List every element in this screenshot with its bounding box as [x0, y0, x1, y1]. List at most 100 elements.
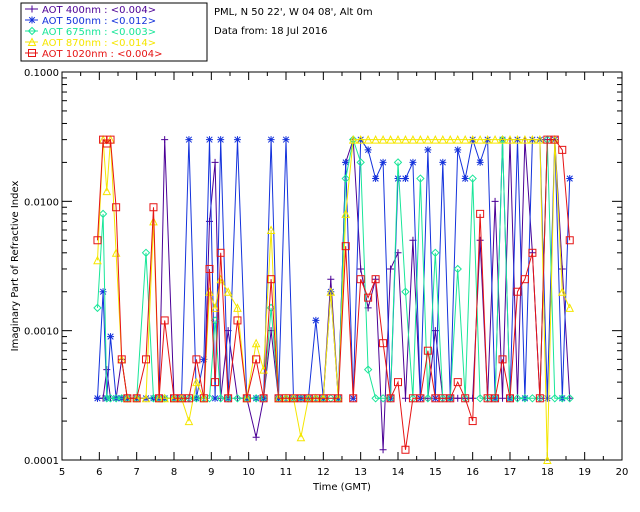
data-point: [111, 394, 121, 403]
data-point: [349, 394, 358, 403]
data-point: [356, 135, 365, 144]
data-point: [211, 158, 219, 166]
data-point: [506, 394, 514, 403]
data-point: [475, 135, 485, 144]
data-point: [160, 316, 169, 325]
data-point: [543, 455, 552, 464]
data-point: [266, 303, 276, 313]
data-point: [251, 394, 261, 403]
data-point: [251, 338, 261, 348]
data-point: [520, 394, 530, 403]
data-point: [103, 366, 111, 374]
data-point: [550, 394, 560, 403]
data-point: [205, 287, 214, 296]
x-tick-label: 20: [616, 467, 629, 478]
y-axis: 0.0001 0.0010 0.0100 0.1000: [24, 68, 622, 467]
data-point: [371, 135, 380, 144]
data-point: [267, 136, 275, 144]
data-point: [558, 145, 567, 154]
data-point: [379, 158, 387, 166]
data-point: [454, 146, 462, 154]
data-point: [341, 209, 351, 218]
data-point: [528, 394, 537, 403]
y-tick-label: 0.0010: [24, 327, 59, 338]
data-point: [535, 394, 544, 403]
data-point: [565, 303, 575, 312]
data-point: [233, 303, 242, 312]
date-label: Data from: 18 Jul 2016: [214, 26, 327, 37]
data-point: [184, 416, 194, 426]
data-point: [185, 136, 193, 144]
legend-marker: [27, 37, 37, 46]
x-axis: 5 6 7 8 9 10 11 12 13 14 15 16 17 18 19 20: [59, 72, 629, 478]
data-point: [161, 136, 169, 144]
data-point: [371, 394, 380, 403]
data-point: [393, 158, 403, 167]
location-label: PML, N 50 22', W 04 08', Alt 0m: [214, 7, 373, 18]
x-tick-label: 11: [280, 467, 293, 478]
data-point: [416, 135, 425, 144]
data-point: [453, 264, 462, 274]
data-point: [393, 135, 403, 144]
data-point: [520, 135, 530, 144]
legend-item: AOT 500nm : <0.012>: [42, 16, 156, 27]
data-point: [142, 355, 150, 364]
data-point: [155, 394, 164, 403]
data-point: [102, 394, 112, 403]
data-point: [224, 394, 233, 403]
data-point: [363, 365, 373, 374]
x-tick-label: 15: [429, 467, 442, 478]
data-point: [386, 394, 395, 403]
legend-item: AOT 400nm : <0.004>: [42, 5, 156, 16]
data-point: [149, 216, 158, 226]
data-point: [423, 394, 433, 403]
data-point: [513, 287, 522, 296]
y-tick-label: 0.0100: [24, 197, 59, 208]
data-point: [326, 287, 336, 296]
legend-item: AOT 675nm : <0.003>: [42, 27, 156, 38]
x-tick-label: 13: [354, 467, 367, 478]
data-point: [476, 209, 485, 218]
legend-marker: [28, 5, 36, 13]
x-tick-label: 17: [504, 467, 517, 478]
data-point: [93, 255, 102, 265]
data-point: [378, 135, 388, 144]
data-point: [216, 248, 225, 257]
data-point: [357, 265, 365, 273]
x-tick-label: 5: [59, 467, 65, 478]
data-point: [106, 135, 115, 144]
data-point: [267, 275, 276, 284]
data-point: [216, 394, 225, 403]
data-point: [372, 175, 380, 183]
data-point: [259, 394, 268, 403]
x-tick-label: 14: [392, 467, 405, 478]
series-aot-1020nm: [93, 135, 574, 454]
data-point: [565, 394, 574, 403]
data-point: [356, 275, 365, 284]
legend-marker: [28, 49, 36, 57]
data-point: [460, 135, 470, 144]
data-point: [394, 378, 402, 387]
data-point: [211, 394, 219, 402]
data-point: [233, 136, 241, 144]
data-point: [453, 378, 462, 387]
data-point: [453, 135, 463, 144]
data-point: [184, 394, 193, 403]
legend-item: AOT 870nm : <0.014>: [42, 38, 156, 49]
x-tick-label: 12: [317, 467, 330, 478]
data-point: [199, 394, 208, 403]
x-tick-label: 9: [208, 467, 214, 478]
data-point: [217, 136, 225, 144]
data-point: [341, 242, 350, 251]
data-point: [558, 265, 566, 273]
data-point: [439, 158, 447, 166]
data-point: [468, 417, 477, 426]
y-tick-label: 0.0001: [24, 456, 59, 467]
y-tick-label: 0.1000: [24, 68, 59, 79]
data-point: [543, 394, 551, 402]
x-tick-label: 18: [541, 467, 554, 478]
data-point: [461, 394, 470, 403]
data-point: [424, 146, 432, 154]
data-point: [123, 394, 132, 403]
